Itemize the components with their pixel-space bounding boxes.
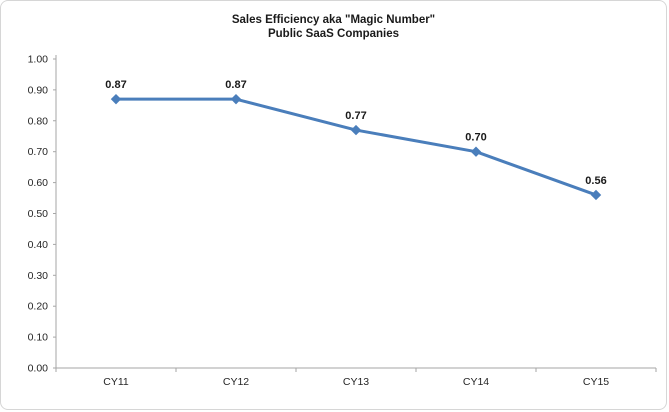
y-axis-tick-label: 0.10 [28,332,49,344]
x-axis-tick-label: CY15 [583,376,609,388]
y-axis-tick-label: 0.60 [28,177,49,189]
y-axis-tick-label: 0.70 [28,146,49,158]
chart-subtitle: Public SaaS Companies [267,28,399,41]
y-axis-tick-label: 0.50 [28,208,49,220]
y-axis-tick-label: 0.80 [28,115,49,127]
data-point-marker [350,124,362,136]
y-axis-tick-label: 0.90 [28,84,49,96]
data-point-label: 0.77 [345,110,366,122]
y-axis-tick-label: 1.00 [28,54,49,66]
x-axis-tick-label: CY13 [343,376,369,388]
data-point-label: 0.70 [465,132,486,144]
data-point-marker [590,189,602,201]
data-point-marker [230,93,242,105]
chart-title-block: Sales Efficiency aka "Magic Number" Publ… [1,13,666,42]
data-point-marker [110,93,122,105]
x-axis-tick-label: CY11 [103,376,129,388]
chart-title: Sales Efficiency aka "Magic Number" [231,14,436,26]
data-point-label: 0.56 [585,175,606,187]
x-axis-tick-label: CY12 [223,376,249,388]
data-point-label: 0.87 [105,79,126,91]
y-axis-tick-label: 0.40 [28,239,49,251]
x-axis-tick-label: CY14 [463,376,489,388]
y-axis-tick-label: 0.30 [28,270,49,282]
plot-area-wrap: 0.00 0.10 0.20 0.30 0.40 0.50 0.60 0.70 0.80 0.90… [1,45,666,409]
line-chart: 0.00 0.10 0.20 0.30 0.40 0.50 0.60 0.70 0.80 0.90… [28,54,657,388]
y-axis-tick-label: 0.20 [28,301,49,313]
data-point-label: 0.87 [225,79,246,91]
data-point-marker [470,146,482,157]
y-axis-tick-label: 0.00 [28,363,49,375]
